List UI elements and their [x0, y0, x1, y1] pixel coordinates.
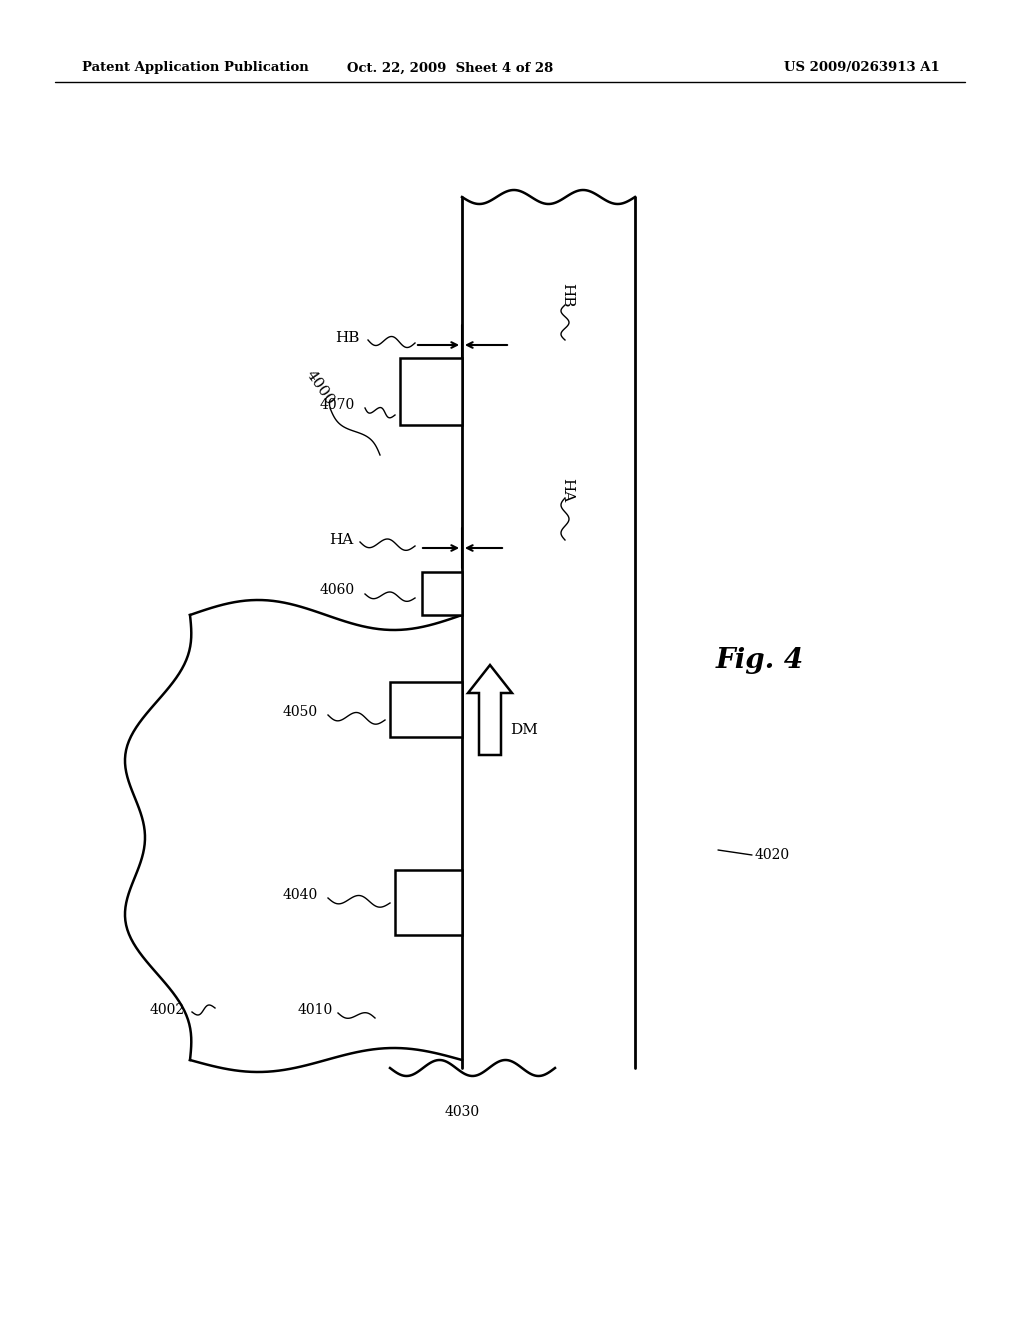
Bar	[422, 572, 462, 615]
Text: DM: DM	[510, 723, 538, 737]
Text: Oct. 22, 2009  Sheet 4 of 28: Oct. 22, 2009 Sheet 4 of 28	[347, 62, 553, 74]
Text: 4002: 4002	[150, 1003, 185, 1016]
Text: 4000: 4000	[303, 368, 337, 408]
Text: HB: HB	[336, 331, 360, 345]
Bar	[400, 358, 462, 425]
Text: 4010: 4010	[297, 1003, 333, 1016]
Text: Fig. 4: Fig. 4	[716, 647, 804, 673]
Text: 4060: 4060	[319, 583, 355, 597]
Text: 4050: 4050	[283, 705, 318, 719]
Bar	[390, 682, 462, 737]
Text: HA: HA	[560, 478, 574, 502]
Text: 4030: 4030	[444, 1105, 479, 1119]
Text: 4070: 4070	[319, 399, 355, 412]
Text: US 2009/0263913 A1: US 2009/0263913 A1	[784, 62, 940, 74]
Text: Patent Application Publication: Patent Application Publication	[82, 62, 309, 74]
Polygon shape	[468, 665, 512, 755]
Text: 4020: 4020	[755, 847, 791, 862]
Bar	[395, 870, 462, 935]
Text: HA: HA	[329, 533, 353, 546]
Text: HB: HB	[560, 282, 574, 308]
Text: 4040: 4040	[283, 888, 318, 902]
